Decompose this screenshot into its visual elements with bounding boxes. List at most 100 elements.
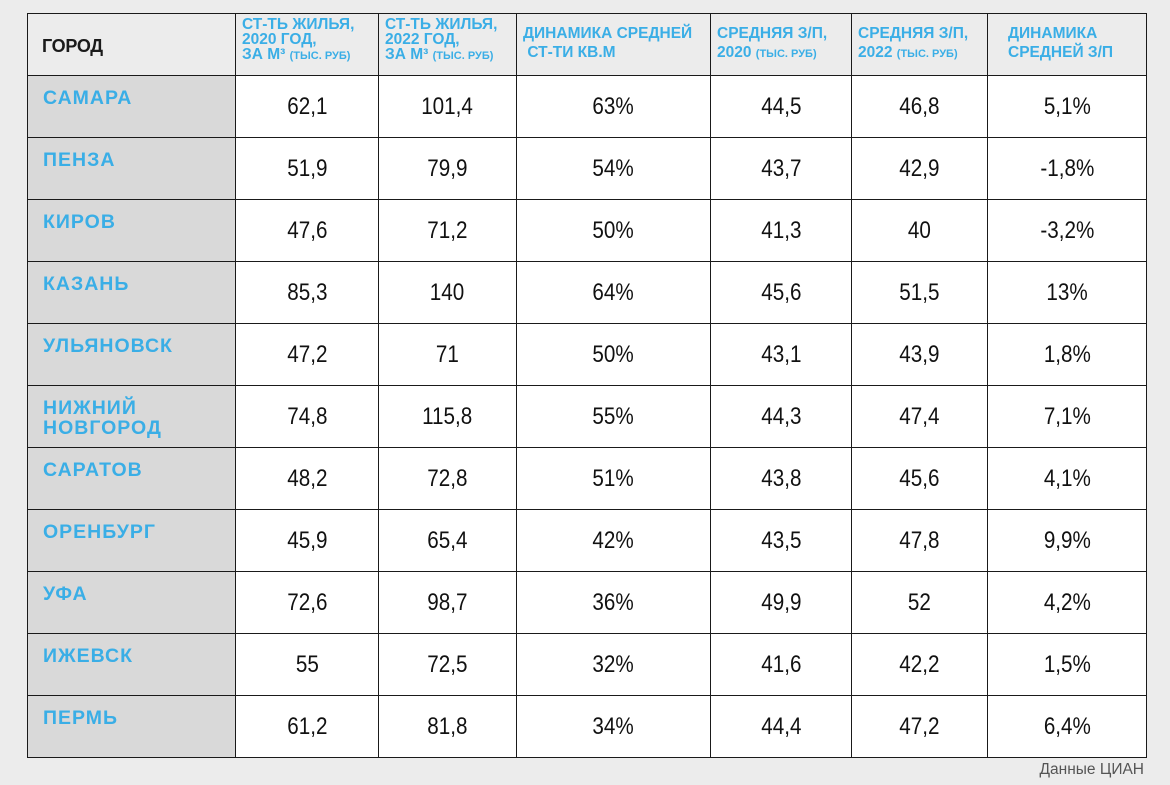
cell-value: 1,5% [1043,650,1091,678]
cell-value: 5,1% [1043,92,1091,120]
cell-salary-2020: 44,3 [710,385,852,448]
cell-value: 4,2% [1043,588,1091,616]
cell-cost-dynamics: 51% [516,447,711,510]
table-body: САМАРА 62,1 101,4 63% 44,5 46,8 5,1% ПЕНЗА 51,9 7… [27,75,1147,758]
cell-value: 72,6 [286,588,328,616]
table-row: САРАТОВ 48,2 72,8 51% 43,8 45,6 4,1% [27,447,1147,510]
cell-value: 46,8 [899,92,940,120]
city-name: УЛЬЯНОВСК [27,323,236,386]
cell-salary-dynamics: 6,4% [987,695,1147,758]
cell-value: 41,3 [760,216,802,244]
cell-salary-2022: 45,6 [851,447,988,510]
cell-value: 43,9 [899,340,940,368]
cell-cost-dynamics: 54% [516,137,711,200]
cell-salary-dynamics: 9,9% [987,509,1147,572]
cell-value: 7,1% [1043,402,1091,430]
cell-cost-2020: 55 [235,633,379,696]
cell-salary-2022: 47,4 [851,385,988,448]
cell-salary-dynamics: 4,2% [987,571,1147,634]
cell-value: 50% [592,340,635,368]
header-salary-dynamics: ДИНАМИКА СРЕДНЕЙ З/П [987,13,1147,76]
table-row: КАЗАНЬ 85,3 140 64% 45,6 51,5 13% [27,261,1147,324]
cell-salary-dynamics: 1,8% [987,323,1147,386]
table-row: КИРОВ 47,6 71,2 50% 41,3 40 -3,2% [27,199,1147,262]
cell-value: 13% [1046,278,1088,306]
cell-salary-dynamics: -1,8% [987,137,1147,200]
city-name: ОРЕНБУРГ [27,509,236,572]
cell-value: 55% [592,402,635,430]
cell-cost-dynamics: 50% [516,323,711,386]
cell-value: 9,9% [1043,526,1091,554]
city-name: УФА [27,571,236,634]
cell-value: 140 [430,278,465,306]
cell-cost-dynamics: 42% [516,509,711,572]
cell-salary-2020: 43,5 [710,509,852,572]
cell-cost-2020: 61,2 [235,695,379,758]
cell-value: 43,1 [760,340,802,368]
table-row: САМАРА 62,1 101,4 63% 44,5 46,8 5,1% [27,75,1147,138]
cell-value: 42,2 [899,650,940,678]
cell-value: 44,4 [760,712,802,740]
cell-value: 98,7 [427,588,468,616]
cell-value: 71 [436,340,459,368]
source-caption: Данные ЦИАН [1039,761,1144,778]
cell-value: 43,8 [760,464,802,492]
cell-value: 51% [592,464,635,492]
cell-value: 1,8% [1043,340,1091,368]
cell-value: 43,7 [760,154,802,182]
cell-cost-2022: 72,5 [378,633,517,696]
cell-value: 62,1 [286,92,328,120]
cell-salary-dynamics: 7,1% [987,385,1147,448]
table-row: ИЖЕВСК 55 72,5 32% 41,6 42,2 1,5% [27,633,1147,696]
cell-value: 63% [592,92,635,120]
cell-cost-2022: 71,2 [378,199,517,262]
table-row: УЛЬЯНОВСК 47,2 71 50% 43,1 43,9 1,8% [27,323,1147,386]
cell-value: 52 [908,588,931,616]
cell-cost-2022: 101,4 [378,75,517,138]
cell-value: 43,5 [760,526,802,554]
cell-value: 45,6 [899,464,940,492]
cell-value: 72,8 [427,464,468,492]
cell-salary-2020: 41,3 [710,199,852,262]
cell-cost-2022: 71 [378,323,517,386]
cell-value: 72,5 [427,650,468,678]
cell-value: 51,9 [286,154,328,182]
cell-salary-2020: 41,6 [710,633,852,696]
cell-cost-dynamics: 64% [516,261,711,324]
cell-cost-2020: 47,2 [235,323,379,386]
city-name: НИЖНИЙ НОВГОРОД [27,385,236,448]
city-name: ИЖЕВСК [27,633,236,696]
cell-salary-2022: 42,2 [851,633,988,696]
table-row: УФА 72,6 98,7 36% 49,9 52 4,2% [27,571,1147,634]
cell-cost-2020: 62,1 [235,75,379,138]
cell-value: 32% [592,650,635,678]
cell-salary-dynamics: 4,1% [987,447,1147,510]
cell-salary-2022: 47,8 [851,509,988,572]
cell-value: 61,2 [286,712,328,740]
cell-cost-2022: 79,9 [378,137,517,200]
cell-salary-2020: 43,8 [710,447,852,510]
cell-cost-dynamics: 50% [516,199,711,262]
header-cost-2020: СТ-ТЬ ЖИЛЬЯ, 2020 ГОД, ЗА М³ (ТЫС. РУБ) [235,13,379,76]
cell-salary-2020: 45,6 [710,261,852,324]
cell-value: 45,6 [760,278,802,306]
cell-value: 47,8 [899,526,940,554]
cell-value: 36% [592,588,635,616]
cell-salary-dynamics: 5,1% [987,75,1147,138]
cell-cost-2020: 74,8 [235,385,379,448]
cell-value: 47,2 [286,340,328,368]
cell-value: 74,8 [286,402,328,430]
cell-value: 79,9 [427,154,468,182]
cell-cost-dynamics: 36% [516,571,711,634]
cell-cost-2022: 81,8 [378,695,517,758]
cell-value: 115,8 [422,402,473,430]
comparison-table: ГОРОД СТ-ТЬ ЖИЛЬЯ, 2020 ГОД, ЗА М³ (ТЫС.… [27,13,1147,758]
cell-salary-2022: 43,9 [851,323,988,386]
cell-value: 42,9 [899,154,940,182]
cell-value: 41,6 [760,650,802,678]
cell-value: 54% [592,154,635,182]
cell-value: -1,8% [1040,154,1094,182]
table-row: ПЕНЗА 51,9 79,9 54% 43,7 42,9 -1,8% [27,137,1147,200]
cell-cost-2022: 98,7 [378,571,517,634]
